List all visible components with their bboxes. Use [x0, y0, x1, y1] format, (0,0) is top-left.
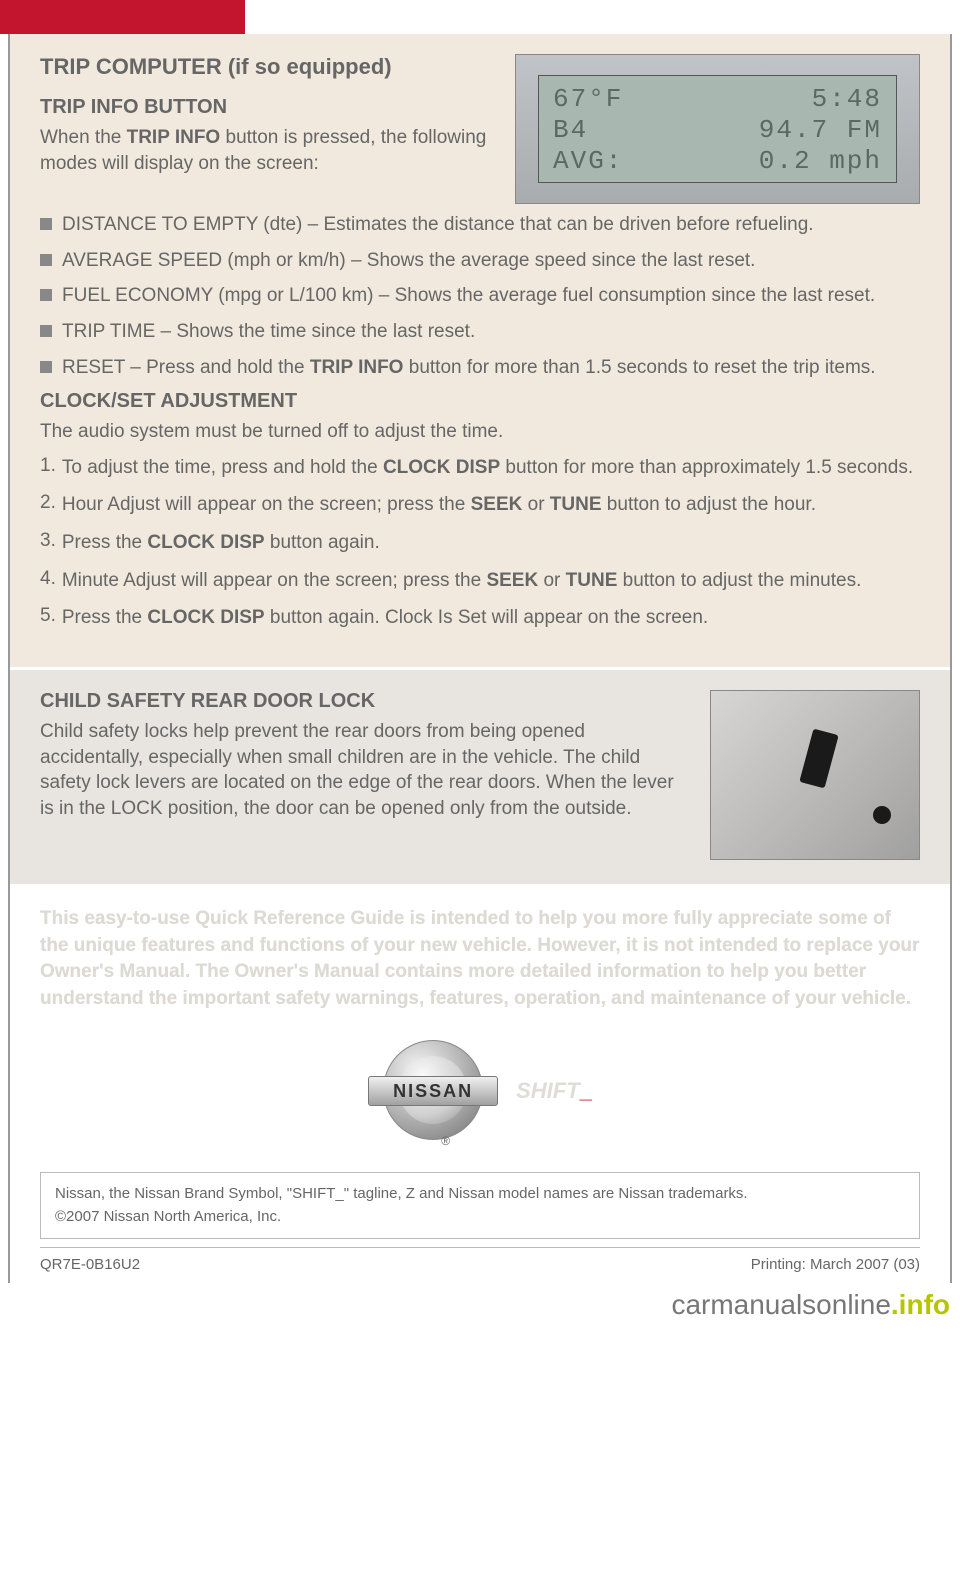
red-header-tab	[0, 0, 245, 34]
step-num: 5.	[40, 605, 56, 631]
s5a: Press the	[62, 607, 148, 628]
display-row-3: AVG: 0.2 mph	[553, 146, 882, 177]
s1c: button for more than approximately 1.5 s…	[500, 457, 913, 478]
s1a: To adjust the time, press and hold the	[62, 457, 383, 478]
step-5: 5. Press the CLOCK DISP button again. Cl…	[40, 605, 920, 631]
child-safety-section: CHILD SAFETY REAR DOOR LOCK Child safety…	[10, 670, 950, 884]
step-num: 1.	[40, 455, 56, 481]
disclaimer-text: This easy-to-use Quick Reference Guide i…	[40, 906, 920, 1012]
trademark-box: Nissan, the Nissan Brand Symbol, "SHIFT_…	[40, 1172, 920, 1239]
doc-code: QR7E-0B16U2	[40, 1256, 140, 1273]
bullet-reset: RESET – Press and hold the TRIP INFO but…	[40, 355, 920, 381]
reset-b: TRIP INFO	[310, 357, 404, 378]
logo-row: NISSAN ® SHIFT_	[40, 1036, 920, 1146]
step-num: 3.	[40, 530, 56, 556]
logo-bar: NISSAN	[368, 1076, 498, 1106]
display-time: 5:48	[812, 84, 882, 115]
bullet-text: TRIP TIME – Shows the time since the las…	[62, 319, 475, 345]
clock-intro: The audio system must be turned off to a…	[40, 419, 920, 445]
display-avg-label: AVG:	[553, 146, 623, 177]
step-2: 2. Hour Adjust will appear on the screen…	[40, 492, 920, 518]
bullet-icon	[40, 218, 52, 230]
s3c: button again.	[265, 532, 380, 553]
bullet-text: AVERAGE SPEED (mph or km/h) – Shows the …	[62, 248, 755, 274]
bullet-icon	[40, 254, 52, 266]
s4c: or	[538, 570, 565, 591]
intro-b: TRIP INFO	[127, 127, 221, 148]
step-text: Press the CLOCK DISP button again. Clock…	[62, 605, 708, 631]
step-1: 1. To adjust the time, press and hold th…	[40, 455, 920, 481]
step-text: Hour Adjust will appear on the screen; p…	[62, 492, 816, 518]
trademark-line-2: ©2007 Nissan North America, Inc.	[55, 1206, 905, 1229]
s4e: button to adjust the minutes.	[617, 570, 861, 591]
lock-lever-graphic	[799, 729, 838, 789]
content-wrapper: 67°F 5:48 B4 94.7 FM AVG: 0.2 mph TRIP C…	[8, 34, 952, 1283]
display-row-2: B4 94.7 FM	[553, 115, 882, 146]
step-text: Minute Adjust will appear on the screen;…	[62, 568, 862, 594]
footer-bottom-row: QR7E-0B16U2 Printing: March 2007 (03)	[40, 1247, 920, 1273]
bullet-text: FUEL ECONOMY (mpg or L/100 km) – Shows t…	[62, 283, 875, 309]
footer-section: This easy-to-use Quick Reference Guide i…	[10, 884, 950, 1283]
s4b: SEEK	[486, 570, 538, 591]
display-station: 94.7 FM	[759, 115, 882, 146]
nissan-logo: NISSAN ®	[368, 1036, 498, 1146]
printing-date: Printing: March 2007 (03)	[751, 1256, 920, 1273]
display-temp: 67°F	[553, 84, 623, 115]
step-3: 3. Press the CLOCK DISP button again.	[40, 530, 920, 556]
trip-display-image: 67°F 5:48 B4 94.7 FM AVG: 0.2 mph	[515, 54, 920, 204]
page-root: 67°F 5:48 B4 94.7 FM AVG: 0.2 mph TRIP C…	[0, 0, 960, 1323]
trademark-line-1: Nissan, the Nissan Brand Symbol, "SHIFT_…	[55, 1183, 905, 1206]
watermark-part2: .info	[891, 1289, 950, 1320]
s4d: TUNE	[566, 570, 618, 591]
shift-underscore: _	[580, 1078, 592, 1103]
reset-c: button for more than 1.5 seconds to rese…	[403, 357, 875, 378]
s1b: CLOCK DISP	[383, 457, 500, 478]
s2b: SEEK	[471, 494, 523, 515]
s3a: Press the	[62, 532, 148, 553]
step-num: 4.	[40, 568, 56, 594]
step-4: 4. Minute Adjust will appear on the scre…	[40, 568, 920, 594]
bullet-text: RESET – Press and hold the TRIP INFO but…	[62, 355, 876, 381]
bullet-fuel-econ: FUEL ECONOMY (mpg or L/100 km) – Shows t…	[40, 283, 920, 309]
trip-computer-section: 67°F 5:48 B4 94.7 FM AVG: 0.2 mph TRIP C…	[10, 34, 950, 667]
clock-set-subtitle: CLOCK/SET ADJUSTMENT	[40, 390, 920, 413]
display-row-1: 67°F 5:48	[553, 84, 882, 115]
watermark-part1: carmanualsonline	[671, 1289, 890, 1320]
watermark: carmanualsonline.info	[0, 1283, 960, 1323]
bullet-text: DISTANCE TO EMPTY (dte) – Estimates the …	[62, 212, 814, 238]
s3b: CLOCK DISP	[147, 532, 264, 553]
shift-text: SHIFT	[516, 1078, 580, 1103]
display-avg-value: 0.2 mph	[759, 146, 882, 177]
s2c: or	[522, 494, 549, 515]
logo-registered: ®	[441, 1134, 450, 1148]
shift-tagline: SHIFT_	[516, 1078, 592, 1104]
s2e: button to adjust the hour.	[602, 494, 816, 515]
s2d: TUNE	[550, 494, 602, 515]
bullet-dte: DISTANCE TO EMPTY (dte) – Estimates the …	[40, 212, 920, 238]
display-preset: B4	[553, 115, 588, 146]
bullet-icon	[40, 325, 52, 337]
bullet-trip-time: TRIP TIME – Shows the time since the las…	[40, 319, 920, 345]
trip-display-screen: 67°F 5:48 B4 94.7 FM AVG: 0.2 mph	[538, 75, 897, 183]
step-text: Press the CLOCK DISP button again.	[62, 530, 380, 556]
step-text: To adjust the time, press and hold the C…	[62, 455, 913, 481]
bullet-avg-speed: AVERAGE SPEED (mph or km/h) – Shows the …	[40, 248, 920, 274]
lock-hole-graphic	[873, 806, 891, 824]
intro-a: When the	[40, 127, 127, 148]
step-num: 2.	[40, 492, 56, 518]
door-lock-image	[710, 690, 920, 860]
s4a: Minute Adjust will appear on the screen;…	[62, 570, 487, 591]
s2a: Hour Adjust will appear on the screen; p…	[62, 494, 471, 515]
bullet-icon	[40, 361, 52, 373]
s5c: button again. Clock Is Set will appear o…	[265, 607, 709, 628]
reset-a: RESET – Press and hold the	[62, 357, 310, 378]
bullet-icon	[40, 289, 52, 301]
s5b: CLOCK DISP	[147, 607, 264, 628]
